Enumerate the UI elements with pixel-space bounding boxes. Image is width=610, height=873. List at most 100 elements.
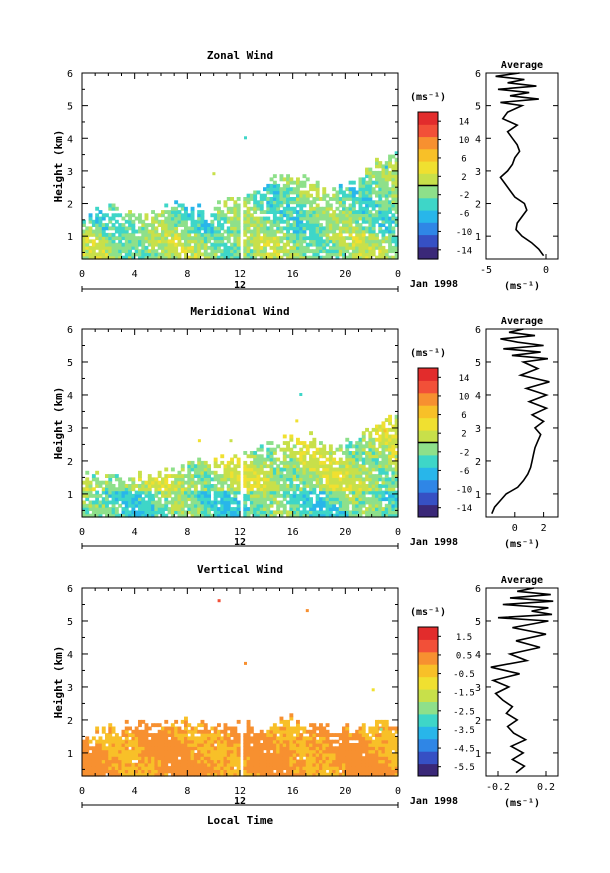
heatmap-cell bbox=[180, 467, 185, 472]
heatmap-cell bbox=[286, 187, 290, 192]
heatmap-cell bbox=[378, 477, 383, 482]
heatmap-cell bbox=[279, 503, 284, 508]
y-tick-label: 2 bbox=[67, 716, 73, 727]
heatmap-cell bbox=[361, 743, 366, 747]
heatmap-cell bbox=[91, 766, 96, 770]
heatmap-cell bbox=[296, 759, 300, 764]
heatmap-cell bbox=[296, 733, 300, 737]
heatmap-cell bbox=[226, 487, 231, 492]
heatmap-cell bbox=[124, 249, 129, 254]
heatmap-cell bbox=[114, 229, 119, 234]
heatmap-cell bbox=[361, 249, 366, 254]
heatmap-cell bbox=[391, 249, 396, 254]
heatmap-cell bbox=[322, 460, 327, 465]
heatmap-cell bbox=[131, 752, 136, 757]
heatmap-cell bbox=[345, 503, 350, 508]
heatmap-cell bbox=[302, 749, 307, 754]
heatmap-cell bbox=[220, 487, 225, 492]
heatmap-cell bbox=[375, 484, 379, 488]
heatmap-cell bbox=[375, 503, 379, 508]
heatmap-cell bbox=[266, 733, 271, 737]
heatmap-cell bbox=[141, 223, 146, 227]
heatmap-cell bbox=[141, 507, 146, 511]
heatmap-cell bbox=[279, 746, 284, 751]
heatmap-cell bbox=[111, 216, 116, 221]
heatmap-cell bbox=[322, 255, 327, 260]
heatmap-cell bbox=[358, 756, 363, 761]
heatmap-cell bbox=[302, 213, 307, 218]
heatmap-cell bbox=[378, 226, 383, 231]
heatmap-cell bbox=[124, 719, 129, 724]
heatmap-cell bbox=[114, 497, 119, 502]
heatmap-cell bbox=[368, 193, 373, 198]
heatmap-cell bbox=[365, 736, 369, 741]
heatmap-cell bbox=[309, 464, 313, 469]
heatmap-cell bbox=[338, 497, 343, 502]
heatmap-cell bbox=[259, 759, 264, 764]
heatmap-cell bbox=[342, 460, 346, 465]
heatmap-cell bbox=[309, 229, 313, 234]
heatmap-cell bbox=[170, 223, 175, 227]
heatmap-cell bbox=[269, 454, 274, 459]
heatmap-cell bbox=[305, 447, 310, 452]
heatmap-cell bbox=[85, 470, 90, 475]
heatmap-cell bbox=[95, 507, 100, 511]
heatmap-cell bbox=[118, 249, 123, 254]
heatmap-cell bbox=[217, 490, 221, 495]
heatmap-cell bbox=[348, 213, 353, 218]
heatmap-cell bbox=[378, 487, 383, 492]
heatmap-cell bbox=[289, 177, 294, 182]
heatmap-cell bbox=[141, 743, 146, 747]
heatmap-cell bbox=[394, 216, 399, 221]
heatmap-cell bbox=[118, 756, 123, 761]
heatmap-cell bbox=[187, 497, 192, 502]
heatmap-cell bbox=[233, 749, 238, 754]
heatmap-cell bbox=[315, 203, 320, 208]
heatmap-cell bbox=[223, 249, 228, 254]
heatmap-cell bbox=[342, 772, 346, 777]
heatmap-cell bbox=[378, 769, 383, 774]
heatmap-cell bbox=[134, 746, 139, 751]
heatmap-cell bbox=[105, 513, 109, 518]
heatmap-cell bbox=[161, 490, 165, 495]
heatmap-cell bbox=[230, 507, 234, 511]
heatmap-cell bbox=[128, 245, 132, 250]
heatmap-cell bbox=[332, 467, 337, 472]
heatmap-cell bbox=[361, 193, 366, 198]
heatmap-cell bbox=[371, 477, 376, 482]
heatmap-cell bbox=[95, 729, 100, 734]
heatmap-cell bbox=[328, 510, 333, 515]
heatmap-cell bbox=[371, 733, 376, 737]
heatmap-cell bbox=[167, 226, 172, 231]
heatmap-cell bbox=[315, 464, 320, 469]
heatmap-cell bbox=[223, 252, 228, 257]
heatmap-cell bbox=[292, 503, 297, 508]
heatmap-cell bbox=[378, 239, 383, 244]
average-x-tick-label: 0 bbox=[512, 523, 518, 534]
heatmap-cell bbox=[154, 500, 159, 505]
heatmap-cell bbox=[256, 252, 261, 257]
heatmap-cell bbox=[197, 232, 202, 237]
heatmap-cell bbox=[249, 739, 254, 744]
heatmap-cell bbox=[282, 249, 287, 254]
heatmap-cell bbox=[213, 497, 218, 502]
heatmap-cell bbox=[315, 447, 320, 452]
heatmap-cell bbox=[391, 766, 396, 770]
heatmap-cell bbox=[88, 229, 93, 234]
heatmap-cell bbox=[170, 239, 175, 244]
heatmap-cell bbox=[282, 226, 287, 231]
heatmap-cell bbox=[381, 464, 386, 469]
heatmap-cell bbox=[138, 743, 142, 747]
heatmap-cell bbox=[203, 733, 208, 737]
x-tick-label: 16 bbox=[287, 527, 299, 538]
heatmap-cell bbox=[315, 242, 320, 247]
heatmap-cell bbox=[342, 213, 346, 218]
heatmap-cell bbox=[151, 513, 155, 518]
heatmap-cell bbox=[184, 493, 188, 498]
heatmap-cell bbox=[394, 749, 399, 754]
heatmap-cell bbox=[151, 226, 155, 231]
heatmap-cell bbox=[243, 513, 248, 518]
heatmap-cell bbox=[161, 766, 165, 770]
heatmap-cell bbox=[378, 180, 383, 185]
heatmap-cell bbox=[161, 762, 165, 767]
